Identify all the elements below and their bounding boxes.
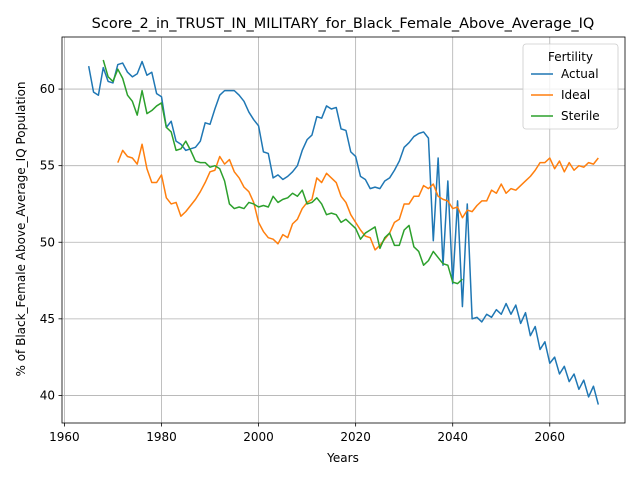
legend-label-actual: Actual (561, 67, 599, 81)
y-tick-label: 45 (40, 312, 55, 326)
x-tick-label: 2020 (340, 430, 371, 444)
x-tick-label: 1960 (49, 430, 80, 444)
x-axis-label: Years (326, 451, 359, 465)
y-tick-label: 40 (40, 388, 55, 402)
legend-label-ideal: Ideal (561, 88, 590, 102)
y-tick-label: 50 (40, 235, 55, 249)
legend: Fertility Actual Ideal Sterile (523, 44, 618, 129)
legend-label-sterile: Sterile (561, 109, 600, 123)
x-tick-label: 2000 (243, 430, 274, 444)
y-tick-label: 55 (40, 159, 55, 173)
legend-title: Fertility (548, 50, 593, 64)
y-axis-label: % of Black_Female Above_Average_IQ Popul… (14, 81, 28, 376)
chart-title: Score_2_in_TRUST_IN_MILITARY_for_Black_F… (92, 16, 595, 32)
y-tick-label: 60 (40, 82, 55, 96)
x-tick-label: 1980 (146, 430, 177, 444)
x-tick-label: 2060 (534, 430, 565, 444)
x-tick-label: 2040 (437, 430, 468, 444)
